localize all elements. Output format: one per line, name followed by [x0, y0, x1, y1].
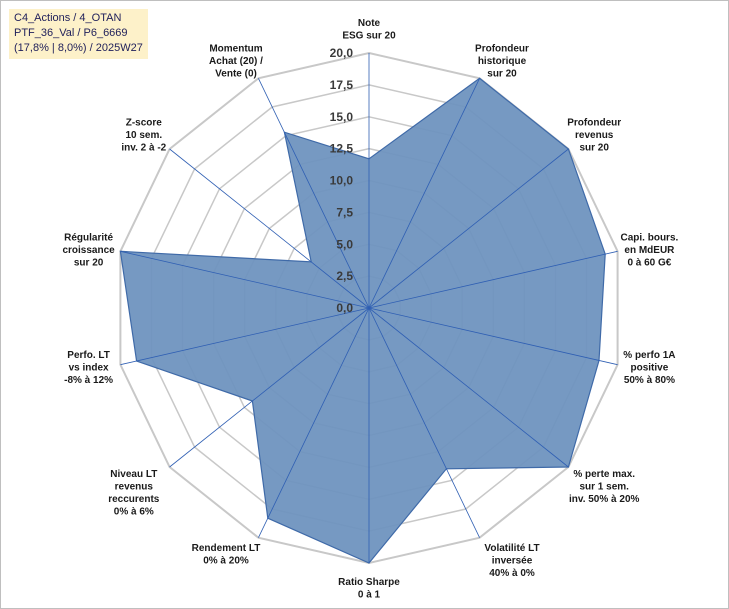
spoke-layer	[120, 53, 618, 563]
axis-label: Profondeur historique sur 20	[475, 44, 529, 80]
axis-spoke	[368, 307, 569, 468]
axis-label: % perte max. sur 1 sem. inv. 50% à 20%	[569, 469, 640, 505]
axis-label: Perfo. LT vs index -8% à 12%	[64, 350, 113, 386]
axis-label: % perfo 1A positive 50% à 80%	[623, 350, 675, 386]
axis-spoke	[368, 307, 618, 366]
axis-label: Régularité croissance sur 20	[62, 232, 115, 268]
axis-spoke	[368, 148, 569, 309]
axis-label: Niveau LT revenus reccurents 0% à 6%	[108, 469, 160, 518]
axis-label: Ratio Sharpe 0 à 1	[338, 577, 400, 601]
tick-label: 20,0	[330, 46, 354, 60]
axis-label: Z-score 10 sem. inv. 2 à -2	[121, 117, 166, 153]
info-line-3: (17,8% | 8,0%) / 2025W27	[14, 42, 143, 54]
tick-label: 17,5	[330, 78, 354, 92]
axis-label: Note ESG sur 20	[342, 18, 396, 42]
axis-spoke	[169, 148, 370, 309]
info-box: C4_Actions / 4_OTAN PTF_36_Val / P6_6669…	[9, 9, 148, 59]
axis-spoke	[120, 250, 370, 309]
axis-spoke	[258, 307, 370, 538]
tick-label: 15,0	[330, 110, 354, 124]
axis-label: Profondeur revenus sur 20	[567, 117, 621, 153]
tick-label: 7,5	[336, 205, 353, 219]
axis-label: Rendement LT 0% à 20%	[192, 543, 261, 567]
tick-layer: 0,0 2,5 5,0 7,5 10,0 12,5 15,0 17,5 20,0	[330, 46, 354, 315]
tick-label: 10,0	[330, 174, 354, 188]
info-line-1: C4_Actions / 4_OTAN	[14, 12, 122, 24]
axis-spoke	[169, 307, 370, 468]
info-line-2: PTF_36_Val / P6_6669	[14, 27, 128, 39]
axis-spoke	[368, 78, 480, 309]
axis-label: Volatilité LT inversée 40% à 0%	[484, 543, 539, 579]
axis-spoke	[368, 307, 480, 538]
tick-label: 2,5	[336, 269, 353, 283]
axis-spoke	[258, 78, 370, 309]
tick-label: 0,0	[336, 301, 353, 315]
tick-label: 5,0	[336, 237, 353, 251]
label-layer: Note ESG sur 20 Profondeur historique sur 20…	[62, 18, 678, 601]
axis-label: Momentum Achat (20) / Vente (0)	[209, 44, 263, 80]
axis-label: Capi. bours. en MdEUR 0 à 60 G€	[621, 232, 679, 268]
tick-label: 12,5	[330, 142, 354, 156]
axis-spoke	[120, 307, 370, 366]
axis-spoke	[368, 250, 618, 309]
